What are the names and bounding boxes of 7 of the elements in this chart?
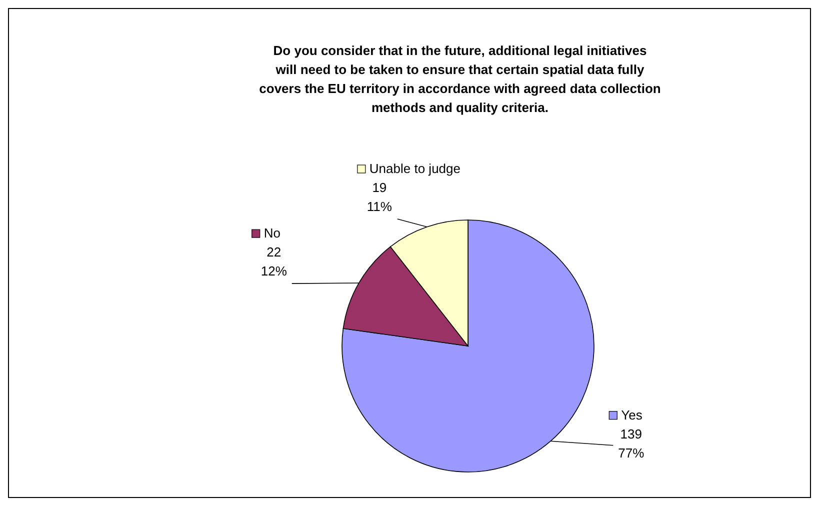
legend-label: No	[264, 226, 280, 241]
data-label: 139 77%	[618, 426, 645, 460]
legend-label: Unable to judge	[369, 160, 460, 176]
data-label: 22 12%	[260, 244, 288, 279]
legend-label: Yes	[621, 407, 643, 422]
data-label: 19 11%	[366, 180, 392, 214]
chart-title: Do you consider that in the future, additional legal initiatives will need to be taken to ensure that certain spatial data fully covers the EU territory in accordance with agreed data collection methods and quality criteria.	[259, 43, 661, 115]
